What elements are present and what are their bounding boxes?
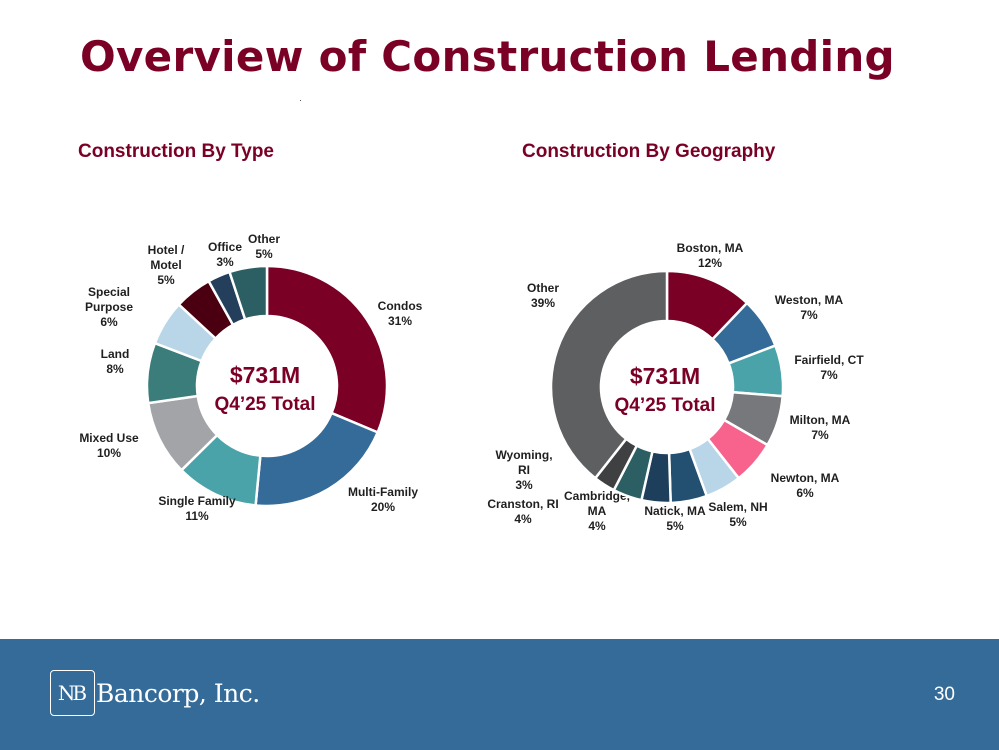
chart-title-type: Construction By Type (78, 141, 274, 162)
slice-other (549, 269, 669, 480)
data-label-cambridge-ma: Cambridge, MA 4% (564, 489, 630, 533)
data-label-newton-ma: Newton, MA 6% (771, 471, 840, 500)
data-label-cranston-ri: Cranston, RI 4% (487, 497, 558, 526)
data-label-land: Land 8% (101, 347, 130, 376)
center-period: Q4’25 Total (614, 395, 715, 416)
data-label-weston-ma: Weston, MA 7% (775, 293, 844, 322)
center-total: $731M (230, 362, 300, 388)
footer-bar: NB Bancorp, Inc. 30 (0, 639, 999, 750)
data-label-salem-nh: Salem, NH 5% (708, 500, 767, 529)
data-label-single-family: Single Family 11% (158, 494, 236, 523)
data-label-natick-ma: Natick, MA 5% (644, 504, 706, 533)
data-label-wyoming-ri: Wyoming, RI 3% (495, 448, 552, 492)
donut-chart-geography: Boston, MA 12% Weston, MA 7% Fairfield, CT 7%… (487, 241, 864, 533)
page-title: Overview of Construction Lending (80, 32, 895, 81)
donut-chart-type: Condos 31% Multi-Family 20% Single Family 11%… (79, 232, 422, 523)
data-label-office: Office 3% (208, 240, 242, 269)
center-period: Q4’25 Total (214, 394, 315, 415)
data-label-boston-ma: Boston, MA 12% (677, 241, 744, 270)
slice-other (227, 264, 269, 322)
data-label-other: Other 39% (527, 281, 559, 310)
data-label-fairfield-ct: Fairfield, CT 7% (794, 353, 864, 382)
company-name: Bancorp, Inc. (96, 678, 260, 708)
stray-dot (300, 100, 301, 101)
center-total: $731M (630, 363, 700, 389)
page-number: 30 (933, 684, 955, 705)
data-label-condos: Condos 31% (378, 299, 423, 328)
slice-condos (265, 264, 389, 434)
donut-charts: Condos 31% Multi-Family 20% Single Family 11%… (79, 232, 864, 533)
logo-mark: NB (50, 670, 95, 716)
data-label-milton-ma: Milton, MA 7% (790, 413, 851, 442)
data-label-other: Other 5% (248, 232, 280, 261)
data-label-special-purpose: Special Purpose 6% (85, 285, 133, 329)
company-logo: NB Bancorp, Inc. (50, 670, 260, 716)
data-label-hotel-motel: Hotel / Motel 5% (148, 243, 185, 287)
chart-title-geography: Construction By Geography (522, 141, 776, 162)
data-label-mixed-use: Mixed Use 10% (79, 431, 139, 460)
data-label-multi-family: Multi-Family 20% (348, 485, 418, 514)
